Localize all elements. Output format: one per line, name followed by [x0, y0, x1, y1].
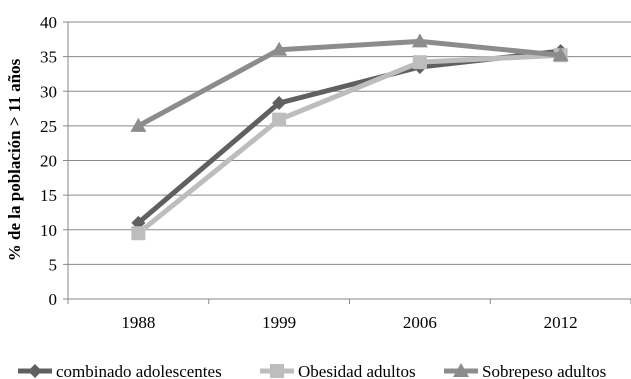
data-point — [271, 41, 288, 56]
y-tick-label: 35 — [40, 48, 57, 67]
x-tick-label: 2006 — [403, 313, 437, 332]
series-lines — [130, 33, 569, 241]
series-line — [135, 38, 564, 129]
data-point — [411, 33, 428, 48]
legend-item: Obesidad adultos — [260, 362, 416, 379]
series — [130, 33, 569, 132]
data-point — [130, 117, 147, 132]
y-tick-label: 10 — [40, 221, 57, 240]
data-point — [272, 96, 287, 111]
y-axis-title: % de la población > 11 años — [5, 58, 24, 261]
y-tick-label: 40 — [40, 13, 57, 32]
legend-label: Sobrepeso adultos — [482, 362, 606, 379]
legend-label: Obesidad adultos — [298, 362, 416, 379]
series — [131, 44, 568, 230]
legend-item: Sobrepeso adultos — [444, 362, 606, 379]
legend: combinado adolescentes Obesidad adultos So… — [18, 362, 606, 379]
data-point — [552, 47, 569, 62]
y-tick-label: 0 — [49, 290, 58, 309]
y-tick-label: 20 — [40, 152, 57, 171]
legend-swatch-marker — [270, 364, 284, 378]
legend-swatch-marker — [453, 363, 469, 377]
series-line — [135, 48, 564, 226]
data-point — [272, 112, 287, 127]
x-tick-labels: 1988 1999 2006 2012 — [121, 313, 577, 332]
y-tick-label: 5 — [49, 255, 58, 274]
data-point — [412, 55, 427, 70]
x-tick-label: 1988 — [121, 313, 155, 332]
y-tick-label: 30 — [40, 82, 57, 101]
y-tick-label: 15 — [40, 186, 57, 205]
series — [131, 48, 568, 241]
data-point — [131, 226, 146, 241]
x-tick-label: 2012 — [544, 313, 578, 332]
series-line — [135, 52, 564, 236]
x-tick-label: 1999 — [262, 313, 296, 332]
y-tick-label: 25 — [40, 117, 57, 136]
legend-swatch-marker — [28, 364, 42, 378]
axes — [63, 21, 631, 304]
legend-item: combinado adolescentes — [18, 362, 222, 379]
y-tick-labels: 0 5 10 15 20 25 30 35 40 — [40, 13, 57, 309]
legend-label: combinado adolescentes — [56, 362, 222, 379]
